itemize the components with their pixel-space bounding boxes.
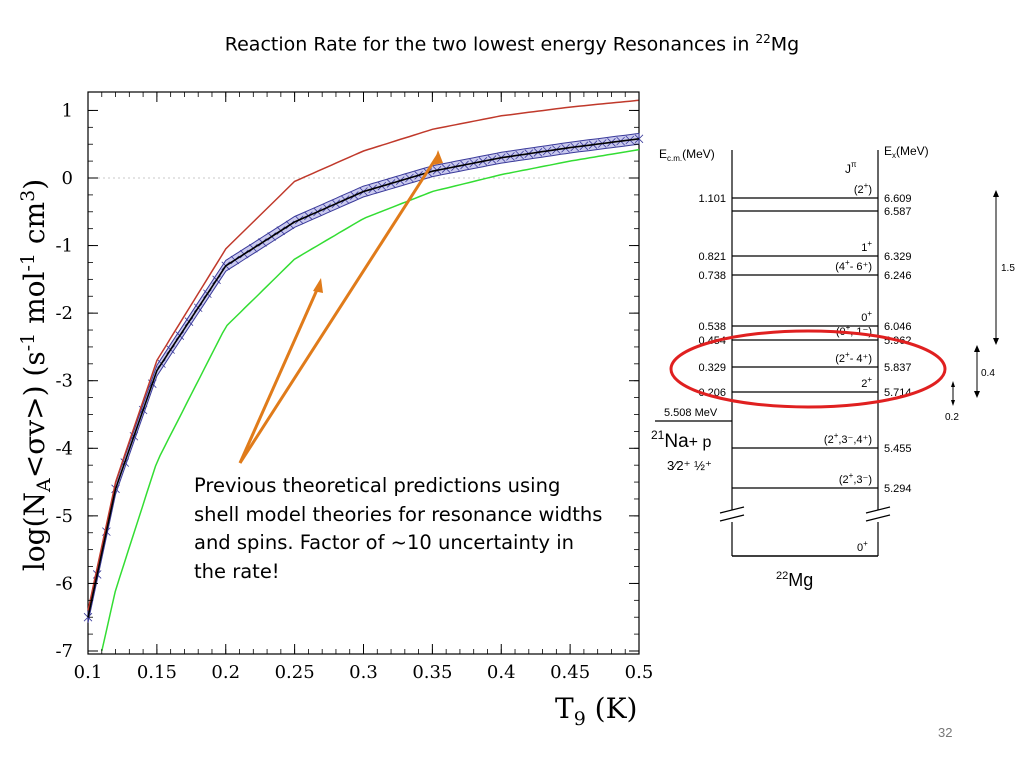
level-jpi: (2+- 4⁺) [835,350,872,365]
x-axis-label: T9 (K) [555,692,637,730]
level-ex: 6.587 [884,206,912,218]
annotation-arrows [238,150,443,464]
break-mark-left-1 [719,506,745,514]
break-mark-left-2 [719,514,745,522]
nucleus-label: 22Mg [776,570,813,590]
y-axis-ticks: 1 0 -1 -2 -3 -4 -5 -6 -7 [55,100,639,662]
header-ex: Ex(MeV) [884,144,929,160]
page-number: 32 [938,725,953,740]
level-ex: 5.837 [884,362,912,374]
curve-upper [87,99,640,611]
y-tick-label: -4 [55,438,73,459]
level-diagram: Ec.m.(MeV) Ex(MeV) Jπ 1.101 6.609 (2+) 6.58… [651,144,1015,590]
scale-bar-label-0.2: 0.2 [945,412,959,423]
scale-arrow-down-3 [951,400,955,406]
y-tick-label: -7 [55,641,73,662]
title-text: Reaction Rate for the two lowest energy … [224,33,756,56]
y-tick-label: -2 [55,303,73,324]
scale-arrow-down [993,338,999,345]
x-tick-label: 0.5 [625,662,654,683]
threshold-label: 5.508 MeV [664,407,718,419]
level-jpi: 0+ [861,309,872,324]
y-tick-label: -3 [55,371,73,392]
slide-title: Reaction Rate for the two lowest energy … [0,32,1024,55]
x-tick-label: 0.15 [137,662,177,683]
y-tick-label: -1 [55,236,73,257]
level-ex: 6.609 [884,193,912,205]
arrowhead-upper [433,150,443,165]
header-ecm: Ec.m.(MeV) [659,147,715,163]
annotation-text: Previous theoretical predictions using s… [194,474,603,583]
arrow-to-upper-curve [238,154,440,464]
scale-arrow-up [993,190,999,197]
x-tick-label: 0.2 [211,662,240,683]
y-tick-label: -6 [55,573,73,594]
curve-central [87,138,640,618]
x-tick-label: 0.4 [487,662,516,683]
reaction-rate-plot: 0.1 0.15 0.2 0.25 0.3 0.35 0.4 0.45 0.5 1 0 -1 -2 -3… [17,91,654,730]
arrowhead-lower [313,278,323,293]
level-jpi: (2+,3⁻,4⁺) [824,431,872,446]
level-ecm: 0.206 [698,387,726,399]
y-tick-label: -5 [55,506,73,527]
level-jpi: 1+ [861,239,872,254]
x-tick-label: 0.35 [412,662,452,683]
x-tick-label: 0.3 [349,662,378,683]
threshold-spins: 3⁄2⁺ ½⁺ [667,458,712,473]
x-axis-ticks: 0.1 0.15 0.2 0.25 0.3 0.35 0.4 0.45 0.5 [74,92,654,683]
title-element: Mg [770,33,800,56]
x-tick-label: 0.45 [550,662,590,683]
curve-lower [101,148,640,652]
y-tick-label: 1 [62,100,73,121]
level-ecm: 0.738 [698,270,726,282]
highlight-ellipse [669,329,947,409]
level-ex: 5.455 [884,443,912,455]
threshold-nucleus: 21Na+ p [651,428,711,452]
level-ecm: 0.538 [698,321,726,333]
scale-bars: 1.5 0.4 0.2 [945,190,1015,423]
title-superscript: 22 [755,32,771,46]
scale-arrow-down-2 [974,391,980,398]
level-jpi: (2+) [854,181,872,196]
level-jpi: (2+,3⁻) [839,471,872,486]
arrow-to-lower-curve [238,282,322,464]
y-tick-label: 0 [62,168,73,189]
scale-bar-label-0.4: 0.4 [981,368,995,379]
break-mark-right-2 [865,514,891,522]
scale-arrow-up-3 [951,381,955,387]
level-ex: 6.246 [884,270,912,282]
level-jpi: (4+- 6⁺) [835,258,872,273]
break-mark-right-1 [865,506,891,514]
level-ex: 5.294 [884,483,912,495]
x-tick-label: 0.25 [275,662,315,683]
level-lines: 1.101 6.609 (2+) 6.587 0.821 6.329 1+ 0.738 6.24… [698,181,911,495]
level-ex: 6.046 [884,321,912,333]
level-ecm: 1.101 [698,193,726,205]
jpi-header: Jπ [845,160,857,176]
ground-state-jpi: 0+ [857,539,868,554]
level-jpi: 2+ [861,375,872,390]
level-ecm: 0.821 [698,251,726,263]
level-ex: 6.329 [884,251,912,263]
y-axis-label: log(NA<σv>) (s-1 mol-1 cm3) [17,179,55,571]
scale-arrow-up-2 [974,345,980,352]
level-ecm: 0.329 [698,362,726,374]
rate-curves [87,99,640,652]
x-tick-label: 0.1 [74,662,103,683]
scale-bar-label-1.5: 1.5 [1001,263,1015,274]
